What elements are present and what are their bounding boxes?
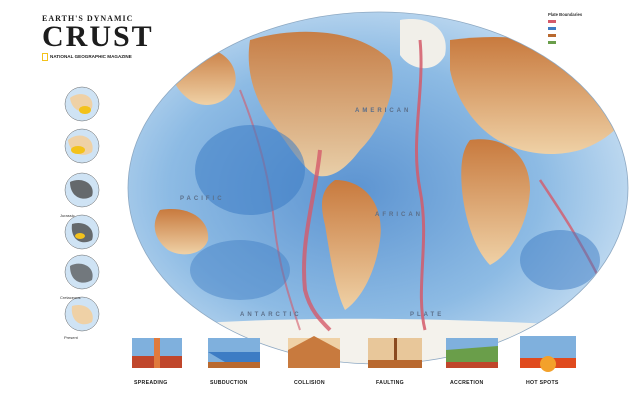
legend-title: Plate Boundaries — [548, 12, 583, 17]
indian-basin — [520, 230, 600, 290]
publisher-text: NATIONAL GEOGRAPHIC MAGAZINE — [50, 54, 132, 60]
ocean-label-african: AFRICAN — [375, 212, 423, 218]
main-globe — [128, 12, 628, 364]
ocean-label-antarctic: ANTARCTIC — [240, 312, 302, 318]
africa — [461, 139, 530, 265]
diagram-faulting — [368, 338, 422, 368]
diagram-label-spreading: SPREADING — [134, 380, 168, 386]
diagram-subduction — [208, 338, 260, 368]
diagram-label-hot-spots: HOT SPOTS — [526, 380, 559, 386]
diagram-label-collision: COLLISION — [294, 380, 325, 386]
diagram-label-faulting: FAULTING — [376, 380, 404, 386]
diagram-row — [132, 336, 576, 372]
diagram-spreading — [132, 338, 182, 368]
diagram-accretion — [446, 338, 498, 368]
south-america — [322, 180, 381, 310]
ocean-label-plate: PLATE — [410, 312, 445, 318]
greenland — [400, 19, 446, 69]
ocean-label-american: AMERICAN — [355, 108, 412, 114]
inset-label-3: Present — [64, 335, 78, 340]
australia — [154, 209, 209, 255]
pacific-basin — [195, 125, 305, 215]
legend — [548, 20, 556, 44]
diagram-label-accretion: ACCRETION — [450, 380, 484, 386]
title-line2: CRUST — [42, 20, 154, 53]
publisher: NATIONAL GEOGRAPHIC MAGAZINE — [42, 53, 152, 61]
inset-label-2: Cretaceous — [60, 295, 81, 300]
mid-atlantic-ridge — [415, 39, 427, 331]
pacific-south — [190, 240, 290, 300]
ocean-label-pacific: PACIFIC — [180, 196, 225, 202]
diagram-hot-spots — [520, 336, 576, 372]
inset-globes — [64, 86, 100, 332]
title-block: EARTH'S DYNAMIC CRUST NATIONAL GEOGRAPHI… — [42, 14, 152, 61]
title-line1: EARTH'S DYNAMIC — [42, 14, 134, 23]
diagram-collision — [288, 336, 340, 368]
diagram-label-subduction: SUBDUCTION — [210, 380, 248, 386]
inset-label-1: Jurassic — [60, 213, 75, 218]
ng-logo-icon — [42, 53, 48, 61]
east-pacific-rise — [302, 149, 332, 332]
